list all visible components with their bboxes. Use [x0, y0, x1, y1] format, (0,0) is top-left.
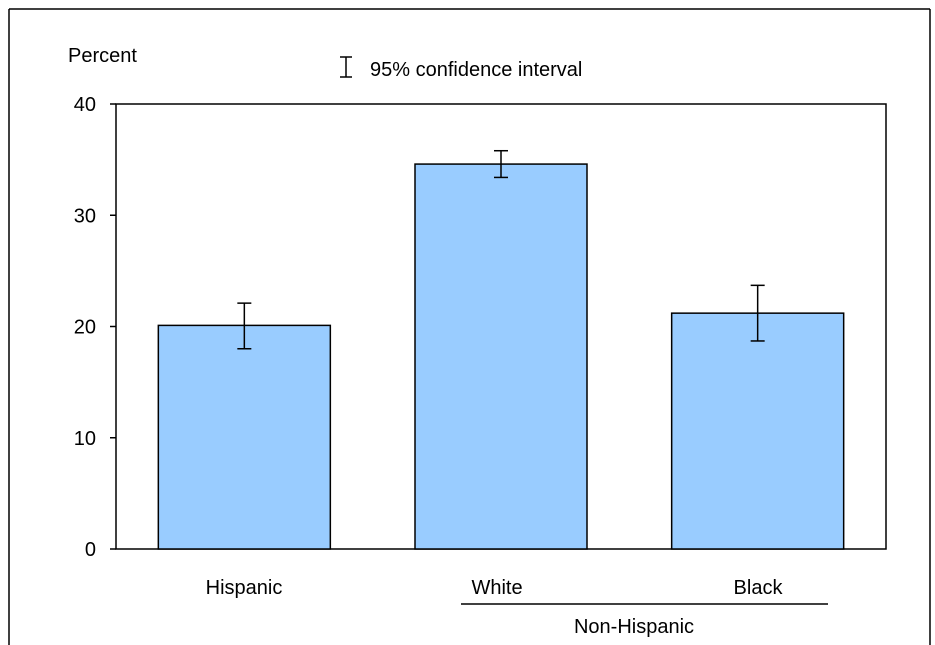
y-tick-label: 10: [74, 428, 96, 450]
legend-errorbar-icon: [340, 56, 352, 78]
y-tick-label: 40: [74, 94, 96, 116]
group-label-non-hispanic: Non-Hispanic: [574, 616, 694, 638]
legend: 95% confidence interval: [340, 56, 582, 81]
bar: [670, 312, 845, 550]
y-tick-label: 0: [85, 539, 96, 561]
y-tick-label: 30: [74, 205, 96, 227]
x-tick-label: Black: [734, 577, 784, 599]
bar: [157, 324, 332, 550]
y-axis-label: Percent: [68, 45, 137, 67]
x-tick-label: White: [471, 577, 522, 599]
y-tick-label: 20: [74, 317, 96, 339]
x-tick-label: Hispanic: [206, 577, 283, 599]
plot-area: 0 10 20 30 40 Hispanic White Black: [74, 94, 887, 599]
bar: [414, 163, 588, 550]
legend-label: 95% confidence interval: [370, 59, 582, 81]
